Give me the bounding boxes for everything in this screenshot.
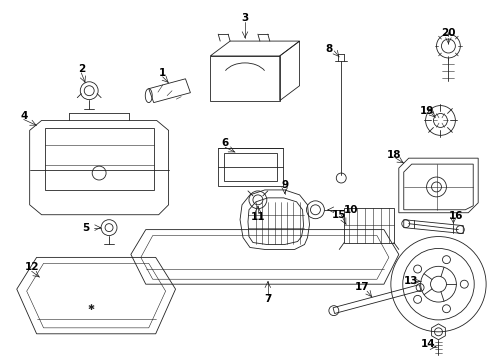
Text: ✱: ✱ <box>87 302 95 311</box>
Text: 3: 3 <box>241 13 248 23</box>
Text: 11: 11 <box>250 212 264 222</box>
Text: 9: 9 <box>281 180 287 190</box>
Text: 17: 17 <box>354 282 368 292</box>
Text: 10: 10 <box>343 205 358 215</box>
Text: 15: 15 <box>331 210 346 220</box>
Text: 1: 1 <box>159 68 166 78</box>
Text: 19: 19 <box>419 105 433 116</box>
Text: 12: 12 <box>24 262 39 272</box>
Text: 6: 6 <box>221 138 228 148</box>
Text: 4: 4 <box>20 111 27 121</box>
Text: 2: 2 <box>78 64 85 74</box>
Text: 16: 16 <box>448 211 463 221</box>
Text: 13: 13 <box>403 276 417 286</box>
Text: 14: 14 <box>420 339 435 349</box>
Text: 20: 20 <box>440 28 455 38</box>
Text: 7: 7 <box>264 294 271 304</box>
Text: 8: 8 <box>325 44 332 54</box>
Text: 18: 18 <box>386 150 400 160</box>
Text: 5: 5 <box>82 222 90 233</box>
